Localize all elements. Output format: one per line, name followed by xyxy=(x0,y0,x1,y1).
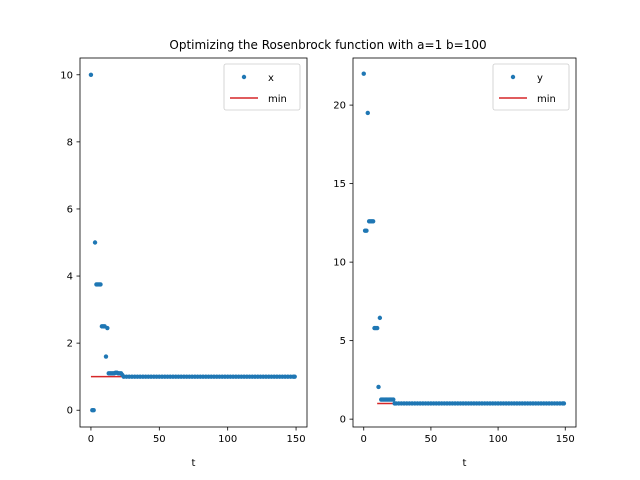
x-tick-label: 0 xyxy=(88,434,94,445)
x-tick-label: 50 xyxy=(153,434,166,445)
scatter-point xyxy=(561,401,567,406)
x-tick-label: 100 xyxy=(218,434,237,445)
scatter-point xyxy=(364,228,369,233)
scatter-point xyxy=(361,71,366,76)
scatter-point xyxy=(374,325,380,331)
axes-frame xyxy=(352,57,577,428)
scatter-point xyxy=(370,219,376,224)
scatter-point xyxy=(391,397,396,402)
scatter-point xyxy=(92,240,98,245)
x-tick-label: 100 xyxy=(489,434,508,445)
scatter-point xyxy=(105,325,110,331)
y-tick-label: 2 xyxy=(67,339,73,350)
scatter-point xyxy=(292,374,297,379)
legend-box xyxy=(223,63,301,111)
scatter-point xyxy=(91,408,96,413)
legend-label-line: min xyxy=(537,94,556,105)
legend-label-scatter: x xyxy=(268,73,274,84)
legend-marker-scatter xyxy=(510,74,516,80)
scatter-point xyxy=(98,282,103,287)
y-tick-label: 8 xyxy=(67,137,73,148)
x-tick-label: 150 xyxy=(556,434,575,445)
scatter-point xyxy=(88,72,94,77)
y-tick-label: 5 xyxy=(340,336,346,347)
y-tick-label: 6 xyxy=(67,204,73,215)
x-tick-label: 150 xyxy=(287,434,306,445)
y-tick-label: 0 xyxy=(67,406,73,417)
x-axis-label: t xyxy=(463,458,467,469)
x-tick-label: 0 xyxy=(361,434,367,445)
subplot-2: 0 50 100 150 0 5 10 15 20 t y min xyxy=(333,57,577,469)
scatter-point xyxy=(377,315,383,321)
legend: y min xyxy=(492,63,570,111)
y-tick-label: 0 xyxy=(340,415,346,426)
subplot-1: 0 50 100 150 0 2 4 6 8 10 t x min xyxy=(60,57,308,469)
scatter-point xyxy=(365,110,370,116)
legend-box xyxy=(492,63,570,111)
y-tick-label: 10 xyxy=(60,70,73,81)
x-axis-label: t xyxy=(192,458,196,469)
y-tick-label: 20 xyxy=(333,101,346,112)
legend: x min xyxy=(223,63,301,111)
legend-label-line: min xyxy=(268,94,287,105)
legend-label-scatter: y xyxy=(537,73,543,84)
y-tick-label: 4 xyxy=(67,272,73,283)
y-tick-label: 15 xyxy=(333,179,346,190)
chart-title: Optimizing the Rosenbrock function with … xyxy=(169,38,486,52)
axes-frame xyxy=(79,57,308,428)
x-tick-label: 50 xyxy=(425,434,438,445)
legend-marker-scatter xyxy=(241,74,247,80)
y-tick-label: 10 xyxy=(333,258,346,269)
scatter-point xyxy=(103,354,109,359)
scatter-point xyxy=(376,384,381,390)
